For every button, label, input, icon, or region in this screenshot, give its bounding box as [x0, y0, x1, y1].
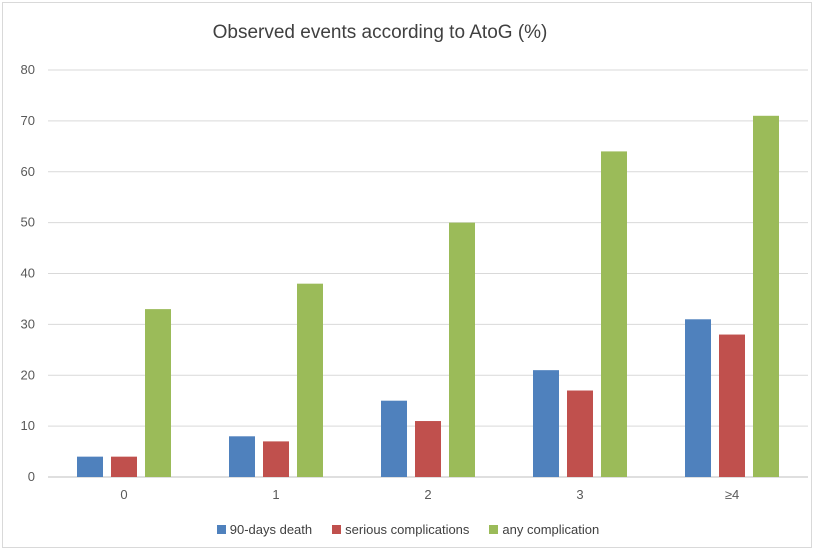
legend-swatch: [489, 525, 499, 534]
y-tick-label: 20: [21, 367, 35, 382]
y-tick-label: 80: [21, 62, 35, 77]
y-tick-label: 60: [21, 164, 35, 179]
legend-label: any complication: [502, 522, 600, 537]
chart-title: Observed events according to AtoG (%): [212, 22, 548, 43]
bar-90-days-death-2: [381, 400, 407, 477]
bar-90-days-death-3: [533, 370, 559, 477]
x-tick-label: 0: [120, 487, 127, 502]
bar-any-complication-2: [449, 222, 475, 477]
y-tick-label: 40: [21, 266, 35, 281]
bar-any-complication-3: [601, 151, 627, 477]
y-tick-label: 10: [21, 418, 35, 433]
bar-serious-complications-1: [263, 441, 289, 477]
y-tick-label: 30: [21, 316, 35, 331]
legend-swatch: [332, 525, 342, 534]
legend-item: 90-days death: [216, 522, 313, 537]
bar-90-days-death-1: [229, 436, 255, 477]
legend-label: serious complications: [345, 522, 470, 537]
legend-item: any complication: [489, 522, 599, 537]
bar-90-days-death-0: [77, 456, 103, 477]
bar-serious-complications-3: [567, 390, 593, 477]
bar-any-complication-1: [297, 283, 323, 477]
chart-legend: 90-days death serious complications any co…: [0, 522, 816, 537]
x-tick-label: 1: [272, 487, 279, 502]
y-tick-label: 50: [21, 215, 35, 230]
y-tick-label: 0: [28, 469, 35, 484]
bar-serious-complications-2: [415, 421, 441, 477]
bar-serious-complications-4: [719, 334, 745, 477]
x-tick-label: ≥4: [725, 487, 739, 502]
bar-any-complication-0: [145, 309, 171, 477]
x-tick-label: 2: [424, 487, 431, 502]
bar-90-days-death-4: [685, 319, 711, 477]
legend-label: 90-days death: [229, 522, 313, 537]
legend-swatch: [216, 525, 226, 534]
y-tick-label: 70: [21, 113, 35, 128]
x-tick-label: 3: [576, 487, 583, 502]
legend-item: serious complications: [332, 522, 469, 537]
bar-serious-complications-0: [111, 456, 137, 477]
bar-any-complication-4: [753, 115, 779, 477]
